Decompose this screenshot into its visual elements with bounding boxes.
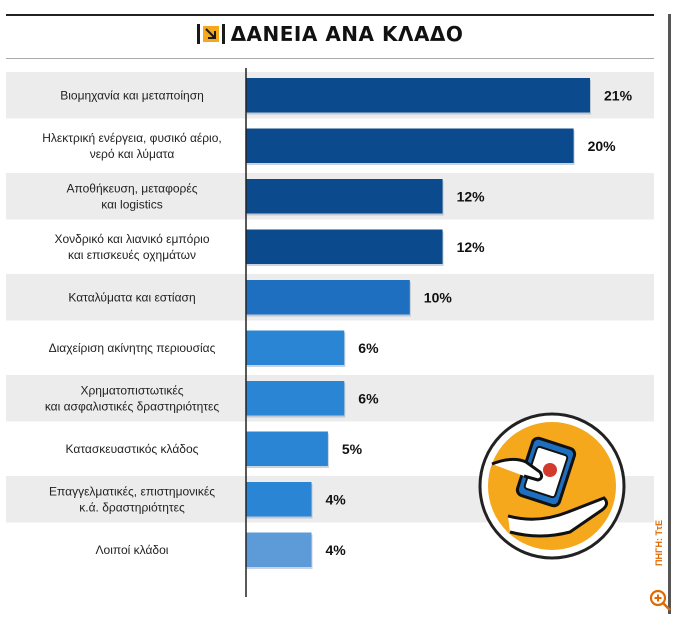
value-label: 4% [326,542,347,558]
category-label: κ.ά. δραστηριότητες [79,500,185,514]
logo-icon [196,24,225,44]
right-border [668,14,671,614]
category-label: Λοιποί κλάδοι [96,543,169,557]
category-label: και ασφαλιστικές δραστηριότητες [45,399,220,413]
chart-title-group: ΔΑΝΕΙΑ ΑΝΑ ΚΛΑΔΟ [196,22,464,46]
value-label: 12% [457,188,486,204]
category-label: Χρηματοπιστωτικές [80,383,183,397]
bar [246,78,590,113]
title-divider [6,58,654,59]
category-label: Βιομηχανία και μεταποίηση [60,88,204,102]
category-label: και επισκευές οχημάτων [68,248,196,262]
value-label: 5% [342,441,363,457]
value-label: 20% [588,138,617,154]
bar [246,431,328,466]
value-label: 10% [424,289,453,305]
zoom-in-icon[interactable] [648,588,672,612]
bar [246,128,574,163]
bar [246,179,443,214]
value-label: 6% [358,390,379,406]
chart-title: ΔΑΝΕΙΑ ΑΝΑ ΚΛΑΔΟ [230,22,464,46]
top-rule [6,14,654,16]
category-label: Καταλύματα και εστίαση [68,290,195,304]
bar [246,229,443,264]
source-label: ΠΗΓΗ: ΤτΕ [654,520,664,566]
value-label: 12% [457,239,486,255]
category-label: Διαχείριση ακίνητης περιουσίας [49,341,216,355]
value-label: 21% [604,87,633,103]
category-label: Ηλεκτρική ενέργεια, φυσικό αέριο, [42,131,221,145]
category-label: Επαγγελματικές, επιστημονικές [49,484,215,498]
title-bar: ΔΑΝΕΙΑ ΑΝΑ ΚΛΑΔΟ [0,22,660,49]
category-label: νερό και λύματα [90,147,175,161]
bar [246,381,345,416]
category-label: Χονδρικό και λιανικό εμπόριο [54,232,209,246]
value-label: 4% [326,491,347,507]
bar [246,330,345,365]
category-label: Κατασκευαστικός κλάδος [66,442,199,456]
bar [246,532,312,567]
bar [246,280,410,315]
value-label: 6% [358,340,379,356]
bar [246,482,312,517]
hand-payment-icon [478,412,626,560]
category-label: Αποθήκευση, μεταφορές [67,181,198,195]
category-label: και logistics [101,197,162,211]
